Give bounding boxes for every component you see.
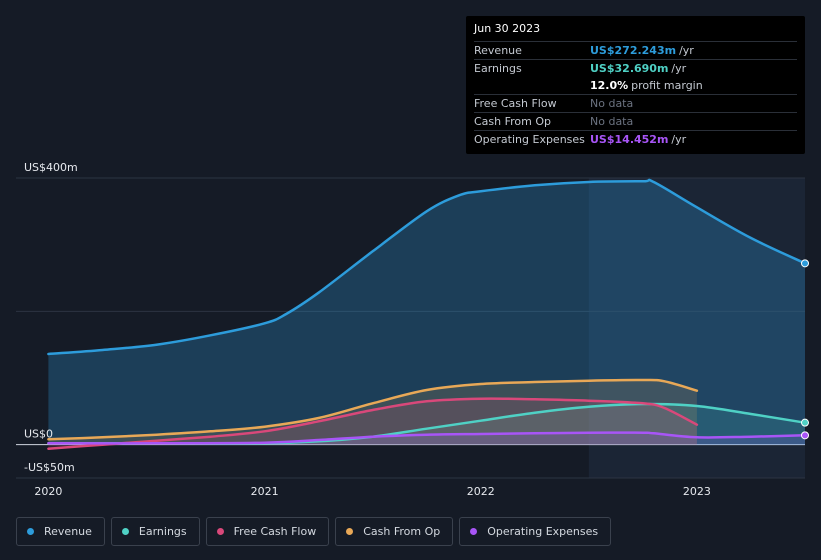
x-tick-label: 2023 bbox=[683, 485, 711, 498]
tooltip-row-unit: /yr bbox=[671, 133, 687, 146]
legend-dot-icon bbox=[470, 528, 478, 535]
legend-dot-icon bbox=[121, 528, 129, 535]
tooltip-row-label: Free Cash Flow bbox=[474, 97, 557, 110]
tooltip-row-label: Earnings bbox=[474, 62, 522, 75]
tooltip-row-label: Cash From Op bbox=[474, 115, 552, 128]
tooltip-row-unit: /yr bbox=[679, 44, 694, 57]
series-area-revenue bbox=[48, 179, 805, 445]
legend-item-cash-from-op[interactable]: Cash From Op bbox=[335, 517, 454, 546]
series-area-free-cash-flow bbox=[48, 398, 697, 449]
tooltip-row-value: US$32.690m bbox=[590, 62, 669, 75]
series-line-revenue[interactable] bbox=[47, 178, 807, 356]
x-tick-label: 2022 bbox=[467, 485, 495, 498]
tooltip-row: Operating Expenses US$14.452m/yr bbox=[474, 130, 797, 148]
tooltip-row-label: Operating Expenses bbox=[474, 133, 585, 146]
legend: Revenue Earnings Free Cash Flow Cash From O… bbox=[16, 517, 612, 546]
legend-item-revenue[interactable]: Revenue bbox=[16, 517, 105, 546]
series-area-earnings bbox=[48, 403, 805, 445]
x-tick-label: 2021 bbox=[251, 485, 279, 498]
legend-item-free-cash-flow[interactable]: Free Cash Flow bbox=[205, 517, 330, 546]
legend-label: Operating Expenses bbox=[487, 525, 599, 538]
tooltip-row-value: US$272.243m bbox=[590, 44, 677, 57]
tooltip-row-unit: profit margin bbox=[631, 79, 703, 92]
legend-label: Free Cash Flow bbox=[233, 525, 317, 538]
series-line-cash-from-op[interactable] bbox=[47, 378, 699, 441]
tooltip-row-value: US$14.452m bbox=[590, 133, 669, 146]
y-tick-label: -US$50m bbox=[24, 461, 75, 474]
tooltip-date: Jun 30 2023 bbox=[474, 22, 541, 35]
legend-label: Cash From Op bbox=[363, 525, 441, 538]
tooltip-row: Cash From Op No data bbox=[474, 112, 797, 130]
series-end-marker bbox=[801, 259, 809, 268]
series-end-marker bbox=[801, 418, 809, 427]
x-tick-label: 2020 bbox=[34, 485, 62, 498]
y-tick-label: US$0 bbox=[24, 428, 53, 441]
tooltip: Jun 30 2023 Revenue US$272.243m/yr Earning… bbox=[466, 16, 805, 154]
legend-dot-icon bbox=[27, 528, 34, 535]
legend-dot-icon bbox=[216, 528, 224, 535]
tooltip-row: 12.0% profit margin bbox=[474, 77, 797, 94]
forecast-shaded-region bbox=[588, 178, 805, 478]
series-area-cash-from-op bbox=[48, 379, 697, 445]
tooltip-row-value: No data bbox=[590, 97, 634, 110]
tooltip-row: Earnings US$32.690m/yr bbox=[474, 59, 797, 77]
tooltip-row-unit: /yr bbox=[671, 62, 687, 75]
tooltip-row-value: 12.0% bbox=[590, 79, 629, 92]
legend-label: Earnings bbox=[138, 525, 187, 538]
series-end-marker bbox=[801, 431, 809, 440]
legend-label: Revenue bbox=[44, 525, 92, 538]
series-line-operating-expenses[interactable] bbox=[47, 431, 807, 445]
tooltip-row-label: Revenue bbox=[474, 44, 522, 57]
tooltip-row-value: No data bbox=[590, 115, 634, 128]
y-tick-label: US$400m bbox=[24, 161, 78, 174]
legend-dot-icon bbox=[346, 528, 354, 535]
legend-item-operating-expenses[interactable]: Operating Expenses bbox=[459, 517, 612, 546]
legend-item-earnings[interactable]: Earnings bbox=[110, 517, 200, 546]
series-area-operating-expenses bbox=[48, 432, 805, 445]
series-line-free-cash-flow[interactable] bbox=[47, 397, 699, 450]
tooltip-row: Free Cash Flow No data bbox=[474, 94, 797, 112]
tooltip-row: Revenue US$272.243m/yr bbox=[474, 41, 797, 59]
